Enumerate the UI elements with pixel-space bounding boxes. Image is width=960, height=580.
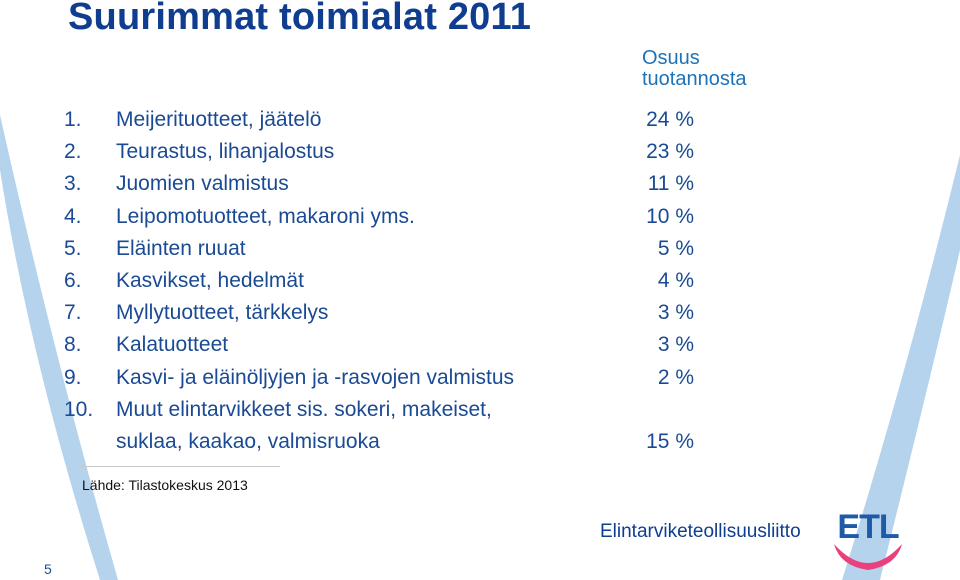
list-item: 5. Eläinten ruuat 5 % bbox=[64, 233, 714, 265]
item-label: Eläinten ruuat bbox=[116, 236, 246, 260]
item-number: 10. bbox=[64, 397, 94, 421]
page-title: Suurimmat toimialat 2011 bbox=[68, 0, 532, 38]
item-share: 5 % bbox=[657, 236, 694, 260]
item-label: Myllytuotteet, tärkkelys bbox=[116, 301, 329, 325]
item-number: 7. bbox=[64, 301, 82, 325]
item-number: 8. bbox=[64, 333, 82, 357]
item-number: 6. bbox=[64, 268, 82, 292]
item-share: 11 % bbox=[647, 172, 694, 196]
item-label: Teurastus, lihanjalostus bbox=[116, 140, 335, 164]
item-share: 3 % bbox=[657, 301, 694, 325]
industry-list: 1. Meijerituotteet, jäätelö 24 % 2. Teur… bbox=[64, 104, 714, 458]
item-number: 2. bbox=[64, 140, 82, 164]
logo-text: ETL bbox=[837, 508, 898, 546]
list-item: 1. Meijerituotteet, jäätelö 24 % bbox=[64, 104, 714, 136]
item-label: Leipomotuotteet, makaroni yms. bbox=[116, 204, 415, 228]
item-label-line-2: suklaa, kaakao, valmisruoka bbox=[116, 429, 380, 453]
item-label-line-1: Muut elintarvikkeet sis. sokeri, makeise… bbox=[116, 397, 492, 421]
list-item: 2. Teurastus, lihanjalostus 23 % bbox=[64, 136, 714, 168]
list-item: 3. Juomien valmistus 11 % bbox=[64, 168, 714, 200]
logo-smile bbox=[834, 544, 902, 570]
item-label: Meijerituotteet, jäätelö bbox=[116, 108, 322, 131]
page-number: 5 bbox=[44, 561, 52, 577]
item-number: 3. bbox=[64, 172, 82, 196]
item-share: 10 % bbox=[646, 204, 694, 228]
source-divider bbox=[80, 466, 280, 467]
item-label: Muut elintarvikkeet sis. sokeri, makeise… bbox=[116, 394, 492, 458]
item-number: 1. bbox=[64, 108, 82, 131]
list-item: 8. Kalatuotteet 3 % bbox=[64, 329, 714, 361]
item-number: 4. bbox=[64, 204, 82, 228]
item-label: Kalatuotteet bbox=[116, 333, 229, 357]
right-arc bbox=[842, 155, 960, 580]
source-note: Lähde: Tilastokeskus 2013 bbox=[82, 477, 248, 493]
list-item: 4. Leipomotuotteet, makaroni yms. 10 % bbox=[64, 201, 714, 233]
item-share: 3 % bbox=[657, 333, 694, 357]
item-share: 23 % bbox=[646, 140, 694, 164]
column-header-line-2: tuotannosta bbox=[642, 68, 747, 90]
column-header-line-1: Osuus bbox=[642, 47, 700, 69]
item-share: 4 % bbox=[657, 268, 694, 292]
list-item: 10. Muut elintarvikkeet sis. sokeri, mak… bbox=[64, 394, 714, 458]
column-header: Osuus tuotannosta bbox=[642, 48, 747, 90]
item-number: 5. bbox=[64, 236, 82, 260]
item-share: 24 % bbox=[646, 108, 694, 131]
item-number: 9. bbox=[64, 365, 82, 389]
item-label: Juomien valmistus bbox=[116, 172, 289, 196]
list-item: 9. Kasvi- ja eläinöljyjen ja -rasvojen v… bbox=[64, 362, 714, 394]
list-item: 6. Kasvikset, hedelmät 4 % bbox=[64, 265, 714, 297]
etl-logo: ETL bbox=[834, 508, 902, 570]
item-label: Kasvi- ja eläinöljyjen ja -rasvojen valm… bbox=[116, 365, 514, 389]
organization-name: Elintarviketeollisuusliitto bbox=[600, 521, 801, 542]
item-label: Kasvikset, hedelmät bbox=[116, 268, 304, 292]
item-share: 2 % bbox=[657, 365, 694, 389]
list-item: 7. Myllytuotteet, tärkkelys 3 % bbox=[64, 297, 714, 329]
item-share: 15 % bbox=[646, 429, 694, 453]
